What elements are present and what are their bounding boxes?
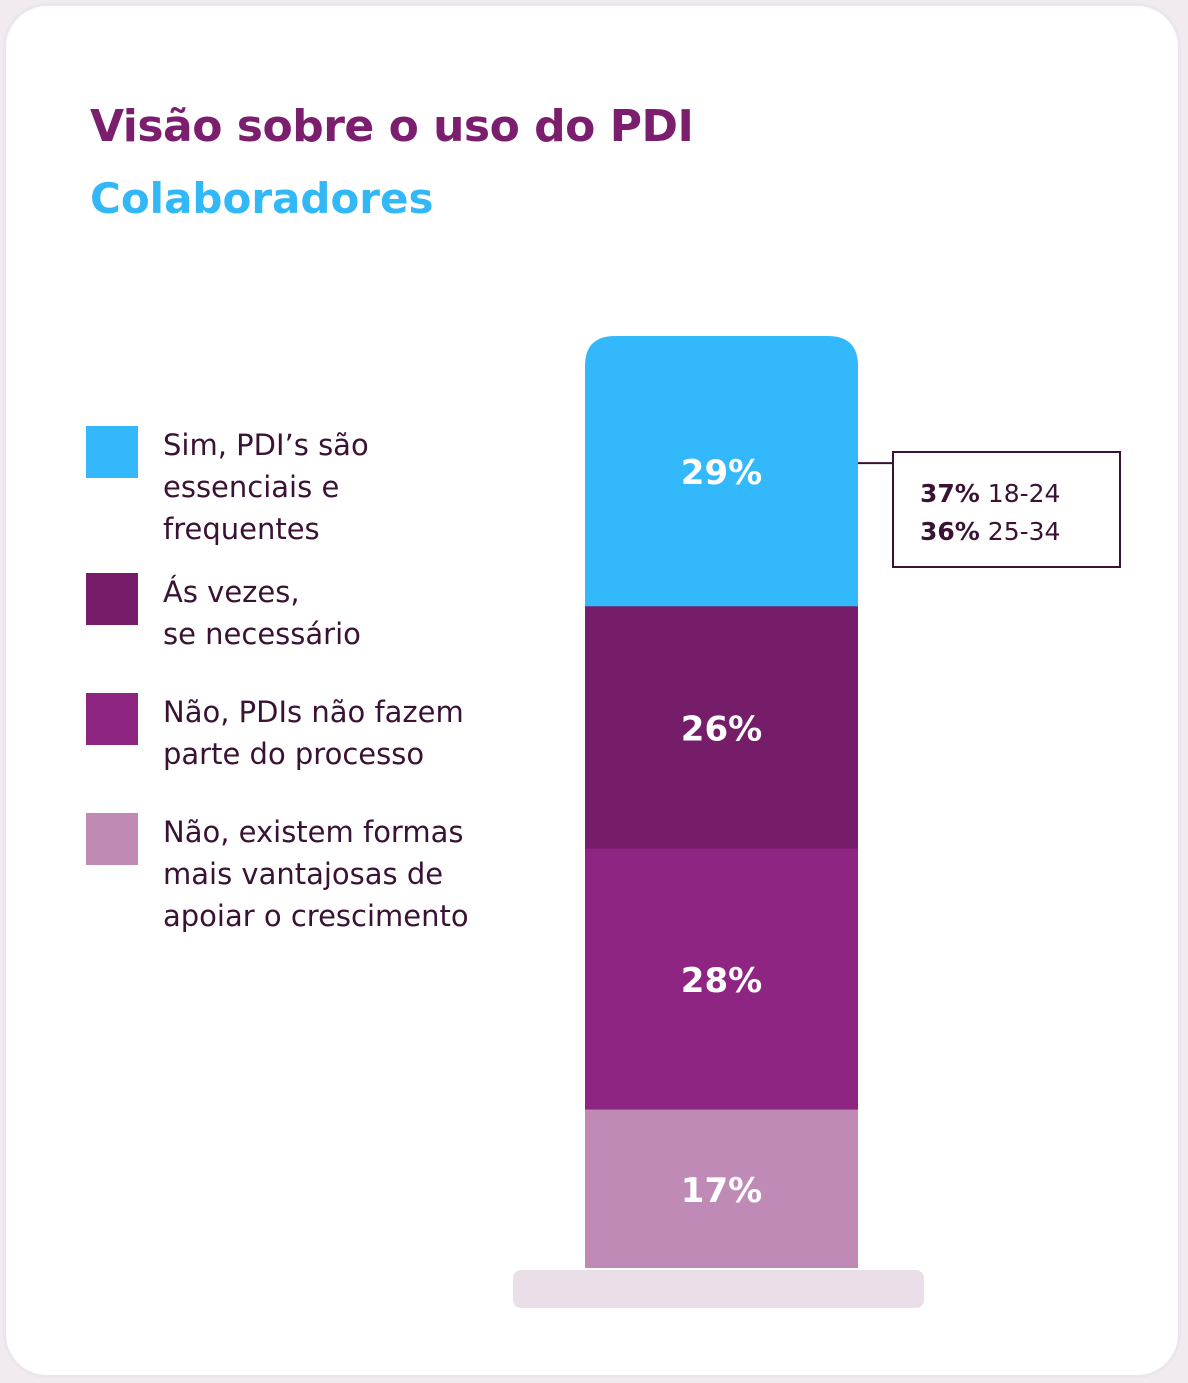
bar-segment-nao-fazem-parte <box>585 848 858 1111</box>
bar-label-nao-existem: 17% <box>681 1171 762 1211</box>
bar-segment-sim <box>585 336 858 607</box>
bar-label-nao-fazem-parte: 28% <box>681 961 762 1001</box>
legend-label-nao-fazem-parte: Não, PDIs não fazem parte do processo <box>163 695 464 771</box>
callout-row-25-34: 36% 25-34 <box>920 513 1119 551</box>
bar-segment-nao-existem <box>585 1109 858 1268</box>
legend-swatch-nao-fazem-parte <box>86 693 138 745</box>
legend-swatch-sim <box>86 426 138 478</box>
chart-base <box>513 1270 924 1308</box>
callout-pct-25-34: 36% <box>920 517 980 546</box>
bar-label-sim: 29% <box>681 453 762 493</box>
legend-label-sim: Sim, PDI’s são essenciais e frequentes <box>163 428 369 546</box>
callout-row-18-24: 37% 18-24 <box>920 475 1119 513</box>
bar-label-as-vezes: 26% <box>681 709 762 749</box>
age-callout: 37% 18-24 36% 25-34 <box>892 451 1121 568</box>
legend-swatch-as-vezes <box>86 573 138 625</box>
chart-title: Visão sobre o uso do PDI <box>90 101 694 152</box>
legend-label-nao-existem: Não, existem formas mais vantajosas de a… <box>163 815 469 933</box>
callout-age-25-34: 25-34 <box>987 517 1061 546</box>
legend-label-as-vezes: Ás vezes, se necessário <box>163 575 361 651</box>
legend-swatch-nao-existem <box>86 813 138 865</box>
callout-pct-18-24: 37% <box>920 479 980 508</box>
callout-age-18-24: 18-24 <box>987 479 1061 508</box>
bar-segment-as-vezes <box>585 606 858 850</box>
chart-subtitle: Colaboradores <box>90 174 434 223</box>
